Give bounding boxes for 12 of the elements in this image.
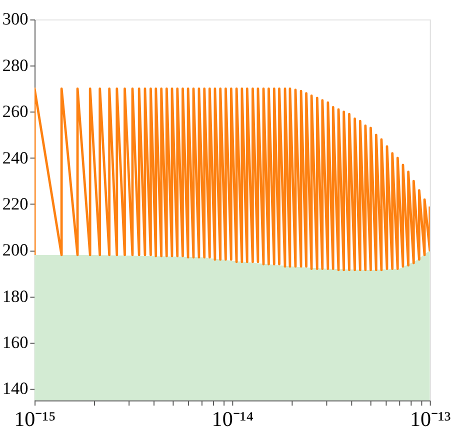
y-tick-label: 140 (2, 379, 28, 398)
x-tick-label: 10⁻¹⁵ (14, 406, 56, 427)
y-tick-label: 300 (2, 10, 28, 29)
y-tick-label: 220 (2, 194, 28, 214)
y-tick-label: 260 (2, 102, 28, 122)
x-tick-label: 10⁻¹⁴ (212, 406, 254, 427)
y-tick-label: 280 (2, 56, 28, 75)
x-tick-label: 10⁻¹³ (410, 406, 451, 427)
y-tick-label: 200 (2, 240, 28, 260)
y-tick-label: 180 (2, 286, 28, 306)
y-tick-label: 160 (2, 332, 28, 352)
y-tick-label: 240 (2, 148, 28, 168)
